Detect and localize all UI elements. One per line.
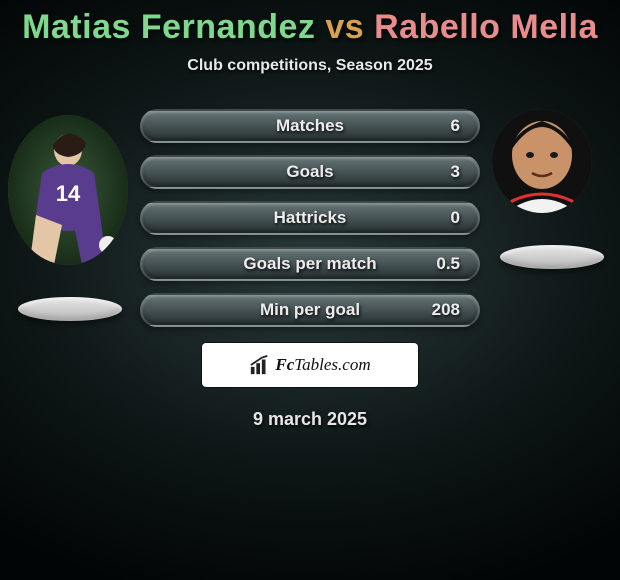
- comparison-arena: 14 Matches 6 Goals 3 Hattricks 0 Goals per mat…: [0, 113, 620, 343]
- stat-row: Min per goal 208: [140, 293, 480, 327]
- stat-label: Min per goal: [260, 300, 360, 320]
- badge-brand-bold: Fc: [275, 355, 294, 374]
- stat-row: Goals 3: [140, 155, 480, 189]
- badge-brand-rest: Tables.com: [294, 355, 370, 374]
- page-title: Matias Fernandez vs Rabello Mella: [0, 8, 620, 47]
- stat-value: 3: [451, 162, 460, 182]
- stats-list: Matches 6 Goals 3 Hattricks 0 Goals per match 0…: [140, 109, 480, 339]
- vs-label: vs: [325, 8, 364, 46]
- player1-avatar: 14: [8, 115, 128, 265]
- stat-value: 0.5: [436, 254, 460, 274]
- player2-name: Rabello Mella: [374, 8, 598, 46]
- chart-icon: [249, 354, 271, 376]
- stat-label: Goals: [286, 162, 333, 182]
- stat-label: Hattricks: [274, 208, 347, 228]
- player2-shadow: [500, 245, 604, 269]
- svg-text:14: 14: [56, 181, 81, 206]
- stat-row: Hattricks 0: [140, 201, 480, 235]
- fctables-badge: FcTables.com: [202, 343, 418, 387]
- subtitle: Club competitions, Season 2025: [0, 57, 620, 75]
- stat-row: Matches 6: [140, 109, 480, 143]
- date-label: 9 march 2025: [0, 409, 620, 430]
- stat-value: 6: [451, 116, 460, 136]
- player1-name: Matias Fernandez: [22, 8, 315, 46]
- badge-text: FcTables.com: [275, 355, 370, 375]
- player1-shadow: [18, 297, 122, 321]
- player2-avatar: [492, 109, 592, 213]
- stat-row: Goals per match 0.5: [140, 247, 480, 281]
- stat-label: Matches: [276, 116, 344, 136]
- stat-value: 208: [432, 300, 460, 320]
- stat-label: Goals per match: [243, 254, 376, 274]
- stat-value: 0: [451, 208, 460, 228]
